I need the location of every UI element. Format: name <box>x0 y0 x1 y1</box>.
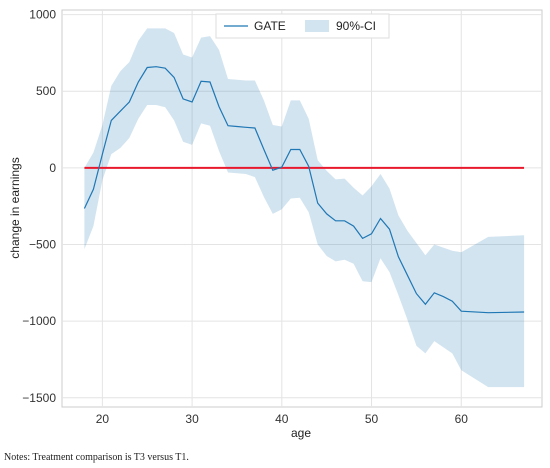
x-tick-label: 60 <box>455 412 469 426</box>
legend-ci-swatch <box>305 20 329 32</box>
x-tick-label: 20 <box>96 412 110 426</box>
x-axis-label: age <box>291 426 311 440</box>
y-tick-label: −1500 <box>22 391 56 405</box>
chart: 20 30 40 50 60 −1500 −1000 −500 0 500 1000 age ch… <box>0 0 550 450</box>
legend-gate-label: GATE <box>254 19 286 33</box>
x-tick-label: 30 <box>185 412 199 426</box>
y-tick-label: 500 <box>36 84 56 98</box>
x-ticks: 20 30 40 50 60 <box>96 412 469 426</box>
y-tick-label: 1000 <box>29 8 56 22</box>
chart-note: Notes: Treatment comparison is T3 versus… <box>4 452 189 463</box>
y-tick-label: 0 <box>49 161 56 175</box>
x-tick-label: 50 <box>365 412 379 426</box>
y-tick-label: −500 <box>29 238 56 252</box>
legend: GATE 90%-CI <box>216 14 389 38</box>
x-tick-label: 40 <box>275 412 289 426</box>
y-ticks: −1500 −1000 −500 0 500 1000 <box>22 8 56 405</box>
legend-ci-label: 90%-CI <box>336 19 376 33</box>
y-axis-label: change in earnings <box>8 157 22 258</box>
y-tick-label: −1000 <box>22 314 56 328</box>
